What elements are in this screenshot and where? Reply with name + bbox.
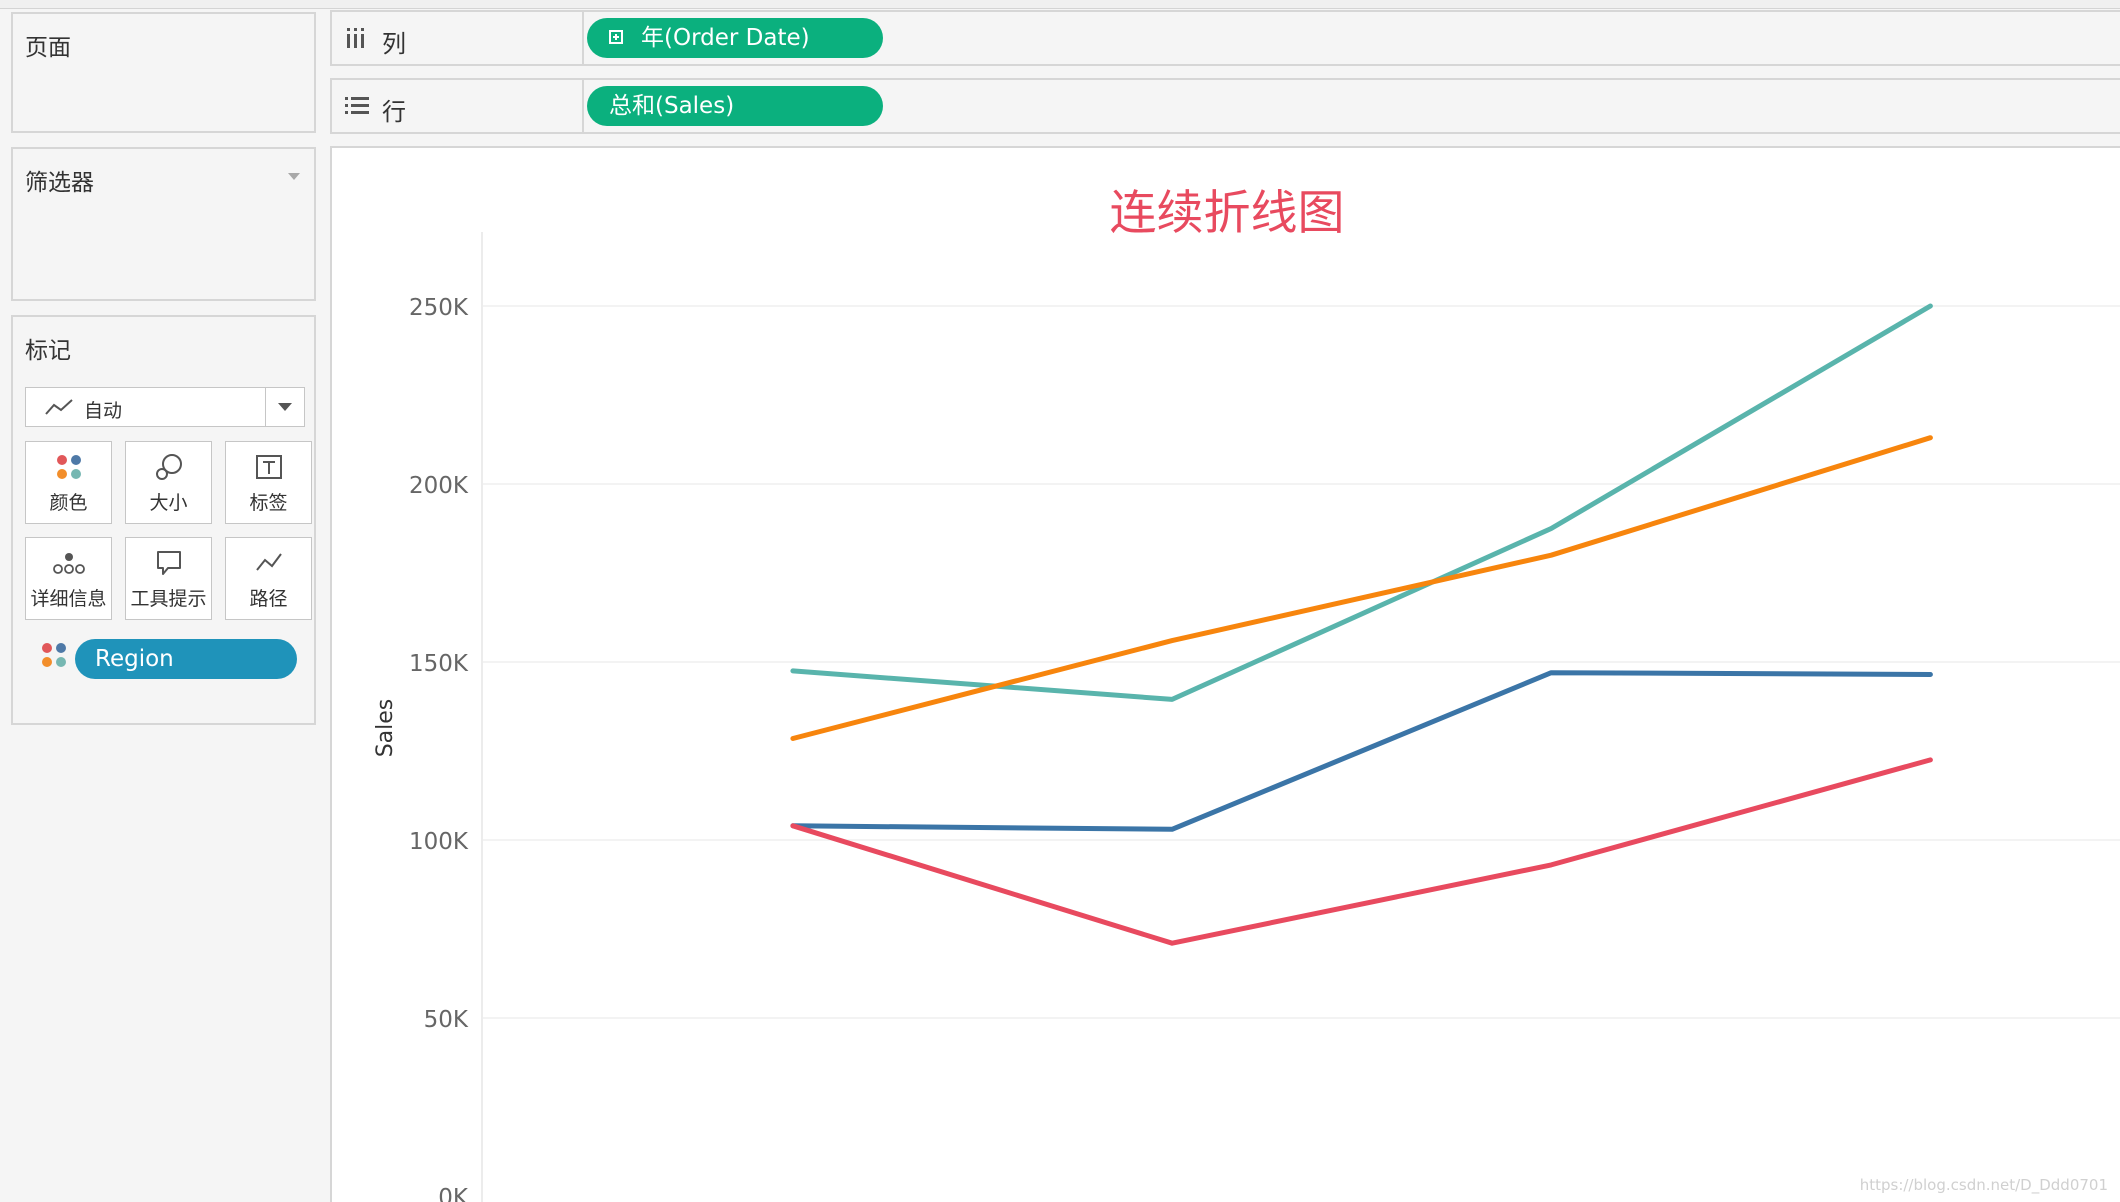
color-button[interactable]: 颜色 — [25, 441, 112, 524]
pages-card[interactable]: 页面 — [11, 12, 316, 133]
detail-button[interactable]: 详细信息 — [25, 537, 112, 620]
label-button-label: 标签 — [249, 492, 288, 514]
y-tick-label: 50K — [424, 1007, 469, 1033]
order-date-pill-label: 年(Order Date) — [641, 25, 810, 51]
color-button-label: 颜色 — [49, 492, 88, 514]
y-tick-label: 150K — [409, 651, 469, 677]
filters-card[interactable]: 筛选器 — [11, 147, 316, 301]
y-tick-label: 100K — [409, 829, 469, 855]
line-chart[interactable]: 0K 50K 100K 150K 200K 250K Sales — [332, 148, 2120, 1202]
y-tick-label: 250K — [409, 295, 469, 321]
pages-title: 页面 — [25, 35, 71, 61]
path-icon — [226, 548, 311, 582]
sum-sales-pill-label: 总和(Sales) — [609, 93, 735, 119]
filters-title: 筛选器 — [25, 170, 94, 196]
rows-shelf-header: 行 — [332, 80, 584, 132]
mark-type-separator — [265, 388, 266, 426]
text-label-icon — [226, 452, 311, 486]
columns-shelf-header: 列 — [332, 12, 584, 64]
color-field-icon — [39, 640, 69, 674]
columns-shelf[interactable]: 列 年(Order Date) — [330, 10, 2120, 66]
watermark: https://blog.csdn.net/D_Ddd0701 — [1859, 1176, 2108, 1194]
detail-button-label: 详细信息 — [30, 588, 107, 610]
color-dots-icon — [26, 452, 111, 486]
y-tick-label: 200K — [409, 473, 469, 499]
label-button[interactable]: 标签 — [225, 441, 312, 524]
rows-shelf[interactable]: 行 总和(Sales) — [330, 78, 2120, 134]
tooltip-button[interactable]: 工具提示 — [125, 537, 212, 620]
path-button-label: 路径 — [249, 588, 288, 610]
size-button-label: 大小 — [149, 492, 188, 514]
y-axis-title: Sales — [373, 699, 398, 758]
line-mark-icon — [44, 397, 74, 421]
mark-type-label: 自动 — [84, 400, 123, 422]
path-button[interactable]: 路径 — [225, 537, 312, 620]
region-field-pill[interactable]: Region — [75, 639, 297, 679]
size-icon — [126, 452, 211, 486]
filters-dropdown-icon[interactable] — [288, 173, 300, 180]
detail-icon — [26, 548, 111, 582]
columns-icon — [344, 26, 368, 54]
mark-type-dropdown[interactable]: 自动 — [25, 387, 305, 427]
tooltip-button-label: 工具提示 — [130, 588, 207, 610]
series-line-0 — [790, 303, 1933, 702]
order-date-pill[interactable]: 年(Order Date) — [587, 18, 883, 58]
size-button[interactable]: 大小 — [125, 441, 212, 524]
series-line-3 — [790, 757, 1933, 946]
marks-title: 标记 — [25, 338, 71, 364]
expand-plus-icon[interactable] — [609, 30, 623, 44]
series-line-1 — [790, 435, 1933, 741]
series-line-2 — [790, 670, 1933, 832]
tooltip-icon — [126, 548, 211, 582]
top-toolbar-strip — [0, 0, 2120, 9]
chart-title: 连续折线图 — [1109, 186, 1345, 241]
chart-panel: 连续折线图 0K 50K 100K 150K 200K 250K Sales https:/… — [330, 146, 2120, 1202]
rows-icon — [344, 94, 370, 122]
columns-shelf-label: 列 — [382, 30, 406, 58]
chevron-down-icon[interactable] — [278, 403, 292, 411]
marks-card: 标记 自动 颜色 — [11, 315, 316, 725]
sum-sales-pill[interactable]: 总和(Sales) — [587, 86, 883, 126]
y-tick-label: 0K — [438, 1185, 469, 1202]
rows-shelf-label: 行 — [382, 98, 406, 126]
